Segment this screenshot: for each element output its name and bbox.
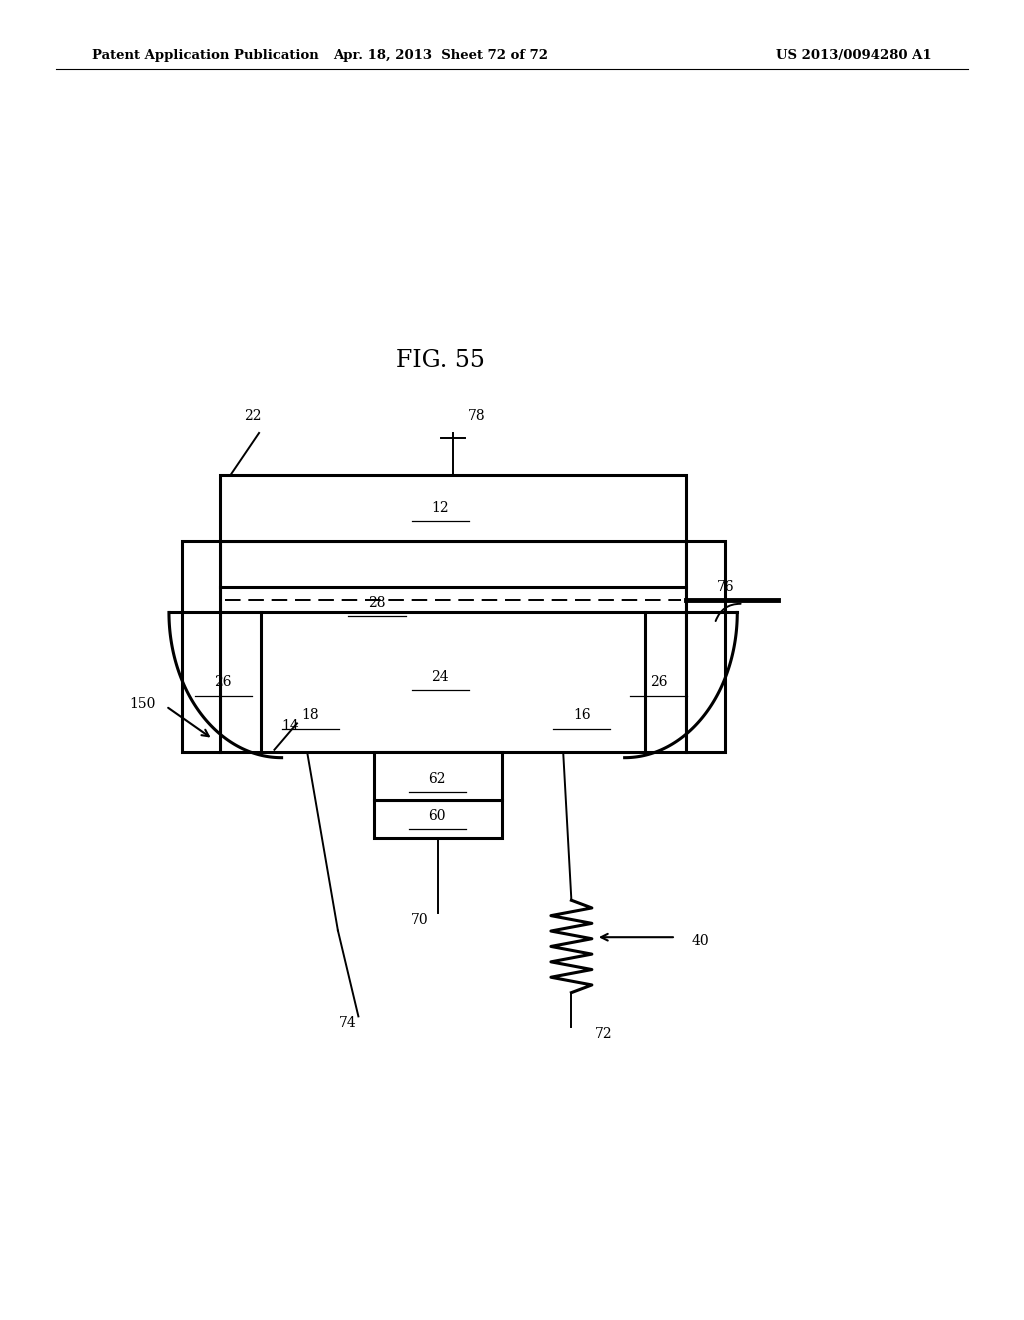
Bar: [374, 752, 502, 800]
Text: 74: 74: [339, 1016, 357, 1030]
Text: 76: 76: [717, 581, 734, 594]
Text: Patent Application Publication: Patent Application Publication: [92, 49, 318, 62]
Text: 24: 24: [431, 671, 450, 684]
Text: 72: 72: [595, 1027, 613, 1040]
Text: 150: 150: [129, 697, 156, 710]
Text: 22: 22: [244, 409, 262, 422]
Text: 40: 40: [691, 935, 709, 948]
Bar: [182, 541, 220, 752]
Bar: [686, 541, 725, 752]
Bar: [220, 541, 686, 752]
Text: 16: 16: [572, 709, 591, 722]
Bar: [220, 475, 686, 541]
Text: 26: 26: [649, 676, 668, 689]
Text: 70: 70: [411, 913, 429, 927]
Bar: [374, 800, 502, 838]
Text: 14: 14: [281, 719, 299, 733]
Text: 62: 62: [428, 772, 446, 785]
Text: 78: 78: [468, 409, 485, 422]
Text: 18: 18: [301, 709, 319, 722]
Text: 26: 26: [214, 676, 232, 689]
Text: Apr. 18, 2013  Sheet 72 of 72: Apr. 18, 2013 Sheet 72 of 72: [333, 49, 548, 62]
Text: US 2013/0094280 A1: US 2013/0094280 A1: [776, 49, 932, 62]
Text: 28: 28: [368, 597, 386, 610]
Text: 60: 60: [428, 809, 446, 822]
Text: 12: 12: [431, 502, 450, 515]
Text: FIG. 55: FIG. 55: [396, 348, 484, 372]
